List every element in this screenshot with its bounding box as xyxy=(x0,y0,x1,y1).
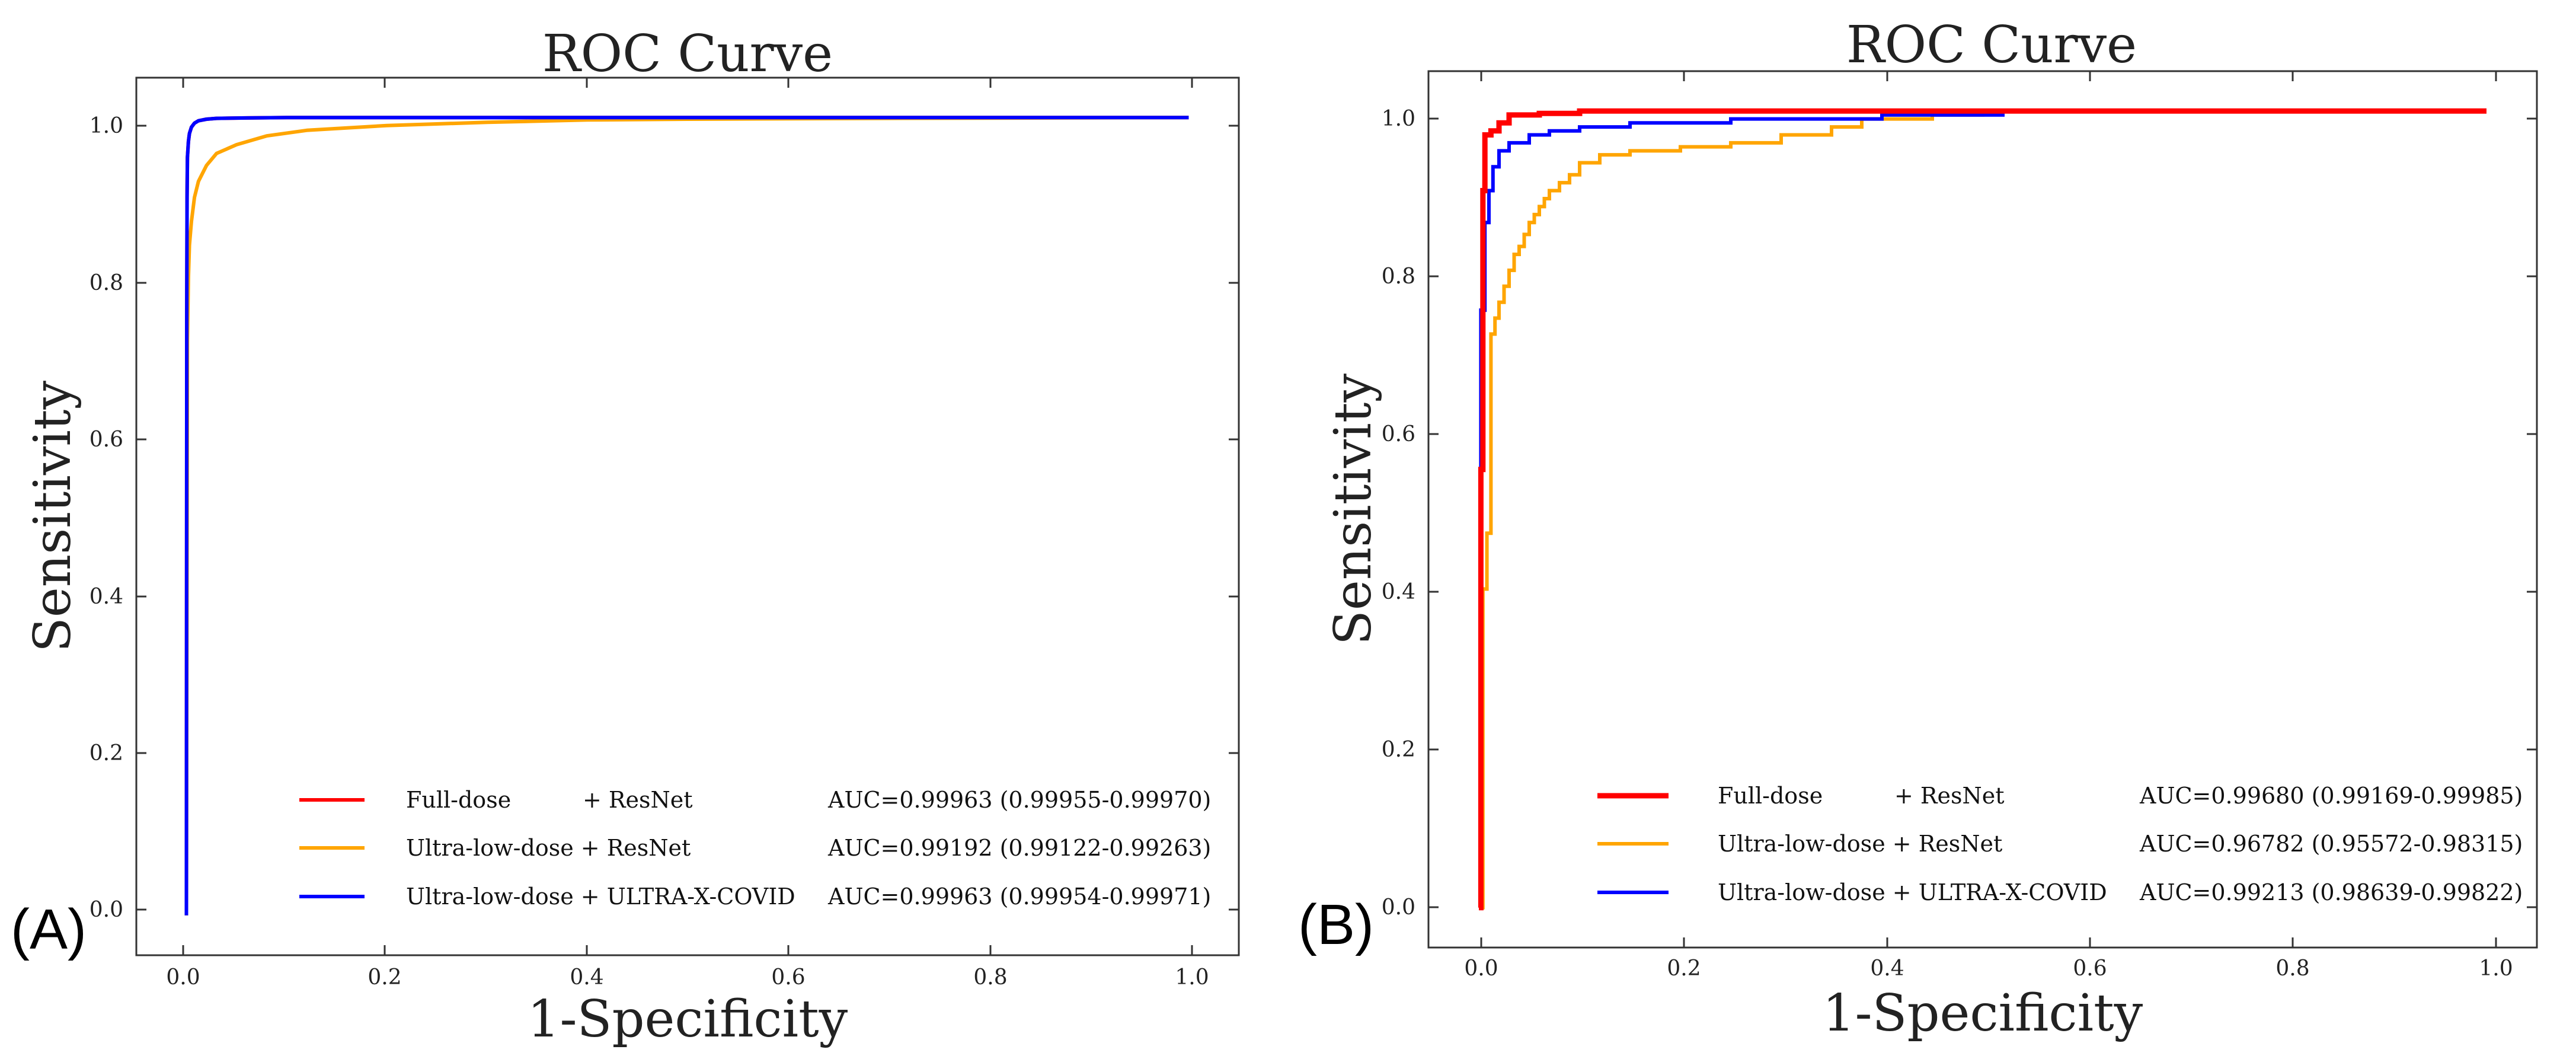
chart-b-series-line-ultra-low-dose-resnet xyxy=(1479,109,2486,910)
chart-a-ytick-label-2: 0.4 xyxy=(90,585,123,609)
chart-b-ytick-label-3: 0.6 xyxy=(1382,422,1415,446)
chart-b-xtick-0: 0.0 xyxy=(1464,71,1498,981)
chart-b-xtick-5: 1.0 xyxy=(2479,71,2513,981)
chart-a-ytick-label-3: 0.6 xyxy=(90,428,123,452)
chart-b-legend-auc-0: AUC=0.99680 (0.99169-0.99985) xyxy=(2139,783,2523,809)
chart-b-legend-entry-1: Ultra-low-dose + ResNet AUC=0.96782 (0.9… xyxy=(1597,831,2523,857)
chart-a-legend-auc-2: AUC=0.99963 (0.99954-0.99971) xyxy=(827,883,1211,910)
chart-a-legend-label-0: Full-dose + ResNet xyxy=(406,787,693,813)
chart-b-ytick-0: 0.0 xyxy=(1382,895,2537,920)
chart-b-legend-entry-0: Full-dose + ResNet AUC=0.99680 (0.99169-… xyxy=(1597,783,2523,809)
chart-b-xtick-3: 0.6 xyxy=(2073,71,2107,981)
chart-a-series-lines xyxy=(184,116,1189,916)
chart-a-ytick-3: 0.6 xyxy=(90,428,1239,452)
chart-b-ticks: 0.0 0.2 0.4 0.6 0.8 1.0 0.0 0.2 0.4 0.6 … xyxy=(1382,71,2537,981)
panel-b-label: (B) xyxy=(1298,893,1374,956)
chart-b-xtick-label-5: 1.0 xyxy=(2479,956,2513,981)
chart-a-xtick-label-0: 0.0 xyxy=(166,965,200,990)
chart-b-xlabel: 1-Specificity xyxy=(1823,984,2143,1043)
chart-b-xtick-label-3: 0.6 xyxy=(2073,956,2107,981)
chart-b-ytick-3: 0.6 xyxy=(1382,422,2537,446)
chart-a-xtick-3: 0.6 xyxy=(771,78,806,990)
chart-b-xtick-label-0: 0.0 xyxy=(1464,956,1498,981)
chart-a-legend-label-2: Ultra-low-dose + ULTRA-X-COVID xyxy=(406,883,795,910)
chart-a-xtick-label-4: 0.8 xyxy=(973,965,1007,990)
chart-a-ytick-2: 0.4 xyxy=(90,585,1239,609)
chart-a-ytick-label-0: 0.0 xyxy=(90,898,123,922)
chart-b-ytick-label-1: 0.2 xyxy=(1382,738,1415,762)
chart-a-plot-frame xyxy=(135,76,1240,956)
chart-b-xtick-label-4: 0.8 xyxy=(2275,956,2309,981)
chart-b-ytick-5: 1.0 xyxy=(1382,107,2537,131)
chart-b-legend: Full-dose + ResNet AUC=0.99680 (0.99169-… xyxy=(1597,783,2523,905)
chart-b-legend-entry-2: Ultra-low-dose + ULTRA-X-COVID AUC=0.992… xyxy=(1597,879,2523,905)
chart-a-xtick-2: 0.4 xyxy=(570,78,604,990)
chart-b-ytick-label-0: 0.0 xyxy=(1382,895,1415,920)
chart-a-xtick-4: 0.8 xyxy=(973,78,1008,990)
chart-b-legend-label-1: Ultra-low-dose + ResNet xyxy=(1718,831,2002,857)
chart-b-ytick-2: 0.4 xyxy=(1382,580,2537,604)
chart-b-ytick-label-5: 1.0 xyxy=(1382,107,1415,131)
chart-a-ytick-label-4: 0.8 xyxy=(90,271,123,295)
chart-a-xlabel: 1-Specificity xyxy=(528,990,848,1049)
chart-b-ytick-1: 0.2 xyxy=(1382,738,2537,762)
chart-b-series-line-ultra-low-dose-ultra-x-covid xyxy=(1479,109,2486,910)
chart-b-xtick-label-2: 0.4 xyxy=(1870,956,1904,981)
chart-b-series-lines xyxy=(1478,108,2486,911)
chart-a-series-line-ultra-low-dose-ultra-x-covid xyxy=(184,116,1189,916)
chart-a-series-line-ultra-low-dose-resnet xyxy=(184,116,1189,916)
chart-a-ytick-label-5: 1.0 xyxy=(90,114,123,138)
chart-b-legend-auc-2: AUC=0.99213 (0.98639-0.99822) xyxy=(2139,879,2523,905)
chart-a-ytick-4: 0.8 xyxy=(90,271,1239,295)
chart-a-legend-entry-2: Ultra-low-dose + ULTRA-X-COVID AUC=0.999… xyxy=(299,883,1211,910)
chart-a-title: ROC Curve xyxy=(542,24,833,84)
chart-a-xtick-1: 0.2 xyxy=(367,78,402,990)
chart-b-legend-auc-1: AUC=0.96782 (0.95572-0.98315) xyxy=(2139,831,2523,857)
chart-b-title: ROC Curve xyxy=(1846,15,2137,75)
chart-b-ytick-label-2: 0.4 xyxy=(1382,580,1415,604)
chart-a-xtick-5: 1.0 xyxy=(1175,78,1209,990)
chart-b-legend-label-0: Full-dose + ResNet xyxy=(1718,783,2005,809)
chart-b-xtick-4: 0.8 xyxy=(2275,71,2310,981)
chart-a-legend-entry-1: Ultra-low-dose + ResNet AUC=0.99192 (0.9… xyxy=(299,835,1211,861)
chart-a-ylabel: Sensitivity xyxy=(23,381,82,653)
chart-a-ytick-label-1: 0.2 xyxy=(90,741,123,765)
chart-b-plot-frame xyxy=(1427,70,2538,949)
chart-b-xtick-1: 0.2 xyxy=(1667,71,1701,981)
chart-b-legend-label-2: Ultra-low-dose + ULTRA-X-COVID xyxy=(1718,879,2107,905)
chart-b-ytick-label-4: 0.8 xyxy=(1382,264,1415,289)
chart-b-xtick-label-1: 0.2 xyxy=(1667,956,1701,981)
chart-a-legend-entry-0: Full-dose + ResNet AUC=0.99963 (0.99955-… xyxy=(299,787,1211,813)
chart-a-ytick-1: 0.2 xyxy=(90,741,1239,765)
chart-a-legend-label-1: Ultra-low-dose + ResNet xyxy=(406,835,691,861)
chart-a-ytick-0: 0.0 xyxy=(90,898,1239,922)
chart-a-legend: Full-dose + ResNet AUC=0.99963 (0.99955-… xyxy=(299,787,1211,910)
chart-b-xtick-2: 0.4 xyxy=(1870,71,1904,981)
panel-a: ROC Curve 0.0 0.2 0.4 0.6 0.8 1.0 0.0 0.… xyxy=(11,24,1240,1049)
chart-a-ytick-5: 1.0 xyxy=(90,114,1239,138)
chart-b-series-line-full-dose-resnet xyxy=(1478,108,2486,911)
chart-a-xtick-label-1: 0.2 xyxy=(367,965,401,990)
chart-a-xtick-label-2: 0.4 xyxy=(570,965,603,990)
panel-a-label: (A) xyxy=(11,898,87,961)
chart-a-ticks: 0.0 0.2 0.4 0.6 0.8 1.0 0.0 0.2 0.4 0.6 … xyxy=(90,78,1239,990)
chart-a-legend-auc-0: AUC=0.99963 (0.99955-0.99970) xyxy=(827,787,1211,813)
chart-a-xtick-0: 0.0 xyxy=(166,78,200,990)
chart-b-ylabel: Sensitivity xyxy=(1324,374,1383,646)
chart-b-ytick-4: 0.8 xyxy=(1382,264,2537,289)
panel-b: ROC Curve 0.0 0.2 0.4 0.6 0.8 1.0 0.0 0.… xyxy=(1298,15,2538,1043)
chart-a-legend-auc-1: AUC=0.99192 (0.99122-0.99263) xyxy=(827,835,1211,861)
chart-a-xtick-label-5: 1.0 xyxy=(1175,965,1209,990)
chart-a-xtick-label-3: 0.6 xyxy=(771,965,805,990)
